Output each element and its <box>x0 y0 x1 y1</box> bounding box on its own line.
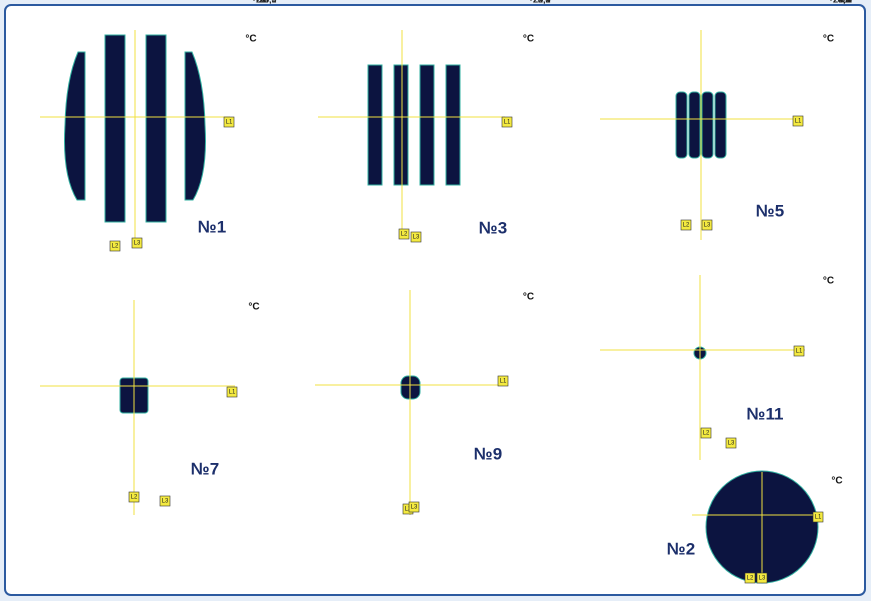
marker-label: L1 <box>504 120 511 126</box>
sample-label: №2 <box>667 539 695 558</box>
marker-label: L2 <box>401 232 408 238</box>
marker-label: L3 <box>134 241 141 247</box>
marker-label: L1 <box>500 379 507 385</box>
scale-unit: °C <box>831 476 842 487</box>
sample-label: №9 <box>474 444 502 463</box>
sample-label: №1 <box>198 217 226 236</box>
sample-region <box>446 65 460 185</box>
sample-region <box>689 92 700 158</box>
marker-label: L2 <box>131 495 138 501</box>
marker-label: L3 <box>162 499 169 505</box>
sample-region <box>676 92 687 158</box>
figure: °C24232221L1L2L3№1°C242322L1L2L3№3°C2524… <box>0 0 871 601</box>
marker-label: L1 <box>815 515 822 521</box>
sample-label: №7 <box>191 459 219 478</box>
marker-label: L1 <box>795 119 802 125</box>
marker-label: L3 <box>704 223 711 229</box>
sample-label: №11 <box>747 404 784 423</box>
marker-label: L1 <box>229 390 236 396</box>
scale-tick-label: 21 <box>842 0 852 4</box>
sample-region <box>702 92 713 158</box>
marker-label: L2 <box>683 223 690 229</box>
marker-label: L3 <box>413 235 420 241</box>
sample-region <box>394 65 408 185</box>
marker-label: L3 <box>411 505 418 511</box>
scale-tick-label: 25 <box>533 0 543 4</box>
scale-unit: °C <box>823 276 834 287</box>
sample-label: №5 <box>756 201 784 220</box>
scale-unit: °C <box>823 34 834 45</box>
marker-label: L3 <box>759 576 766 582</box>
sample-region <box>420 65 434 185</box>
marker-label: L2 <box>747 576 754 582</box>
sample-label: №3 <box>479 218 507 237</box>
sample-region <box>715 92 726 158</box>
sample-region <box>146 35 166 222</box>
sample-region <box>368 65 382 185</box>
scale-unit: °C <box>523 34 534 45</box>
scale-tick-label: 24,7 <box>259 0 277 4</box>
marker-label: L2 <box>112 244 119 250</box>
sample-region <box>105 35 125 222</box>
scale-unit: °C <box>248 302 259 313</box>
marker-label: L1 <box>796 349 803 355</box>
marker-label: L1 <box>226 120 233 126</box>
scale-unit: °C <box>523 292 534 303</box>
marker-label: L2 <box>703 431 710 437</box>
scale-unit: °C <box>245 34 256 45</box>
marker-label: L3 <box>728 441 735 447</box>
